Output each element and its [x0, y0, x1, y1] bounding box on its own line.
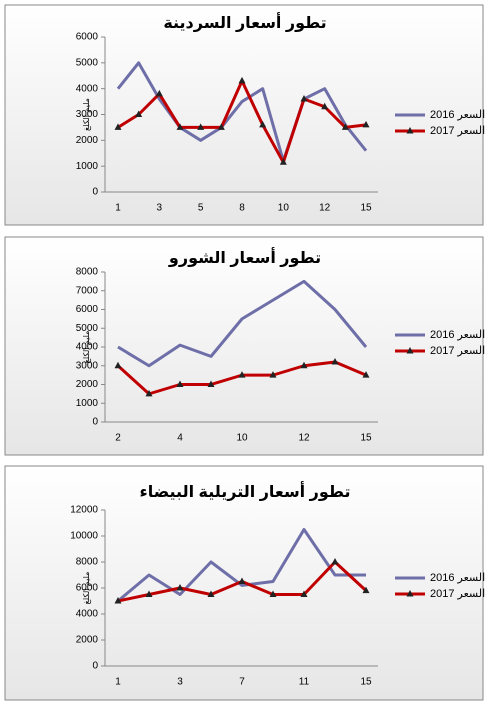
x-tick-label: 2 — [115, 433, 121, 444]
y-tick-label: 2000 — [76, 635, 99, 646]
marker — [259, 120, 267, 128]
series-line — [117, 279, 368, 368]
y-tick-label: 6000 — [76, 32, 99, 43]
legend-label: السعر 2017 — [430, 125, 485, 137]
legend-label: السعر 2016 — [430, 329, 485, 341]
marker — [362, 120, 370, 128]
chart-title: تطور أسعار التريلية البيضاء — [140, 481, 351, 501]
marker — [269, 590, 277, 597]
legend-label: السعر 2016 — [430, 109, 485, 121]
marker — [207, 380, 215, 387]
y-tick-label: 5000 — [76, 323, 99, 334]
y-axis-label: مليم الكلغ — [82, 98, 91, 131]
y-tick-label: 12000 — [70, 505, 98, 516]
y-tick-label: 1000 — [76, 161, 99, 172]
x-tick-label: 15 — [360, 433, 372, 444]
marker — [300, 361, 308, 369]
marker — [197, 123, 205, 130]
legend-marker — [406, 347, 414, 354]
y-tick-label: 6000 — [76, 304, 99, 315]
x-tick-label: 11 — [299, 677, 310, 688]
marker — [238, 371, 246, 378]
marker — [300, 95, 308, 102]
y-tick-label: 0 — [92, 661, 98, 672]
marker — [279, 158, 287, 165]
marker — [207, 590, 215, 597]
x-tick-label: 12 — [298, 433, 310, 444]
x-tick-label: 3 — [157, 203, 163, 214]
chart-title: تطور أسعار الشورو — [168, 247, 321, 267]
y-axis-label: مليم الكلغ — [82, 572, 91, 605]
marker — [145, 590, 153, 597]
y-tick-label: 3000 — [76, 109, 99, 120]
legend-marker — [406, 127, 414, 134]
x-tick-label: 7 — [239, 677, 245, 688]
marker — [135, 110, 143, 117]
marker — [300, 590, 308, 597]
y-tick-label: 5000 — [76, 57, 99, 68]
y-tick-label: 8000 — [76, 557, 99, 568]
y-tick-label: 2000 — [76, 135, 99, 146]
marker — [362, 586, 370, 594]
marker — [176, 123, 184, 130]
x-tick-label: 1 — [115, 677, 121, 688]
legend-label: السعر 2017 — [430, 345, 485, 357]
marker — [145, 389, 153, 397]
x-tick-label: 10 — [278, 203, 290, 214]
y-tick-label: 3000 — [76, 360, 99, 371]
legend-marker — [406, 590, 414, 597]
marker — [114, 361, 122, 369]
y-tick-label: 0 — [92, 417, 98, 428]
marker — [114, 597, 122, 604]
y-tick-label: 0 — [92, 187, 98, 198]
y-tick-label: 8000 — [76, 267, 99, 278]
x-tick-label: 10 — [236, 433, 248, 444]
marker — [176, 584, 184, 591]
series-line — [116, 61, 368, 163]
legend-label: السعر 2017 — [430, 588, 485, 600]
panel — [4, 236, 484, 456]
x-tick-label: 15 — [360, 677, 372, 688]
chart-title: تطور أسعار السردينة — [163, 12, 326, 32]
y-axis-label: مليم الكلغ — [82, 331, 91, 364]
series-line — [117, 528, 366, 603]
marker — [341, 123, 349, 130]
x-tick-label: 3 — [177, 677, 183, 688]
marker — [331, 358, 339, 365]
y-tick-label: 10000 — [70, 531, 98, 542]
y-tick-label: 4000 — [76, 609, 99, 620]
x-tick-label: 1 — [115, 203, 121, 214]
y-tick-label: 6000 — [76, 583, 99, 594]
y-tick-label: 1000 — [76, 398, 99, 409]
x-tick-label: 5 — [198, 203, 204, 214]
y-tick-label: 4000 — [76, 83, 99, 94]
marker — [321, 102, 329, 110]
y-tick-label: 4000 — [76, 342, 99, 353]
marker — [331, 558, 339, 565]
marker — [176, 380, 184, 387]
marker — [238, 76, 246, 84]
marker — [269, 371, 277, 378]
y-tick-label: 2000 — [76, 379, 99, 390]
marker — [217, 123, 225, 130]
legend-label: السعر 2016 — [430, 572, 485, 584]
x-tick-label: 15 — [360, 203, 372, 214]
marker — [362, 371, 370, 378]
x-tick-label: 12 — [319, 203, 331, 214]
y-tick-label: 7000 — [76, 285, 99, 296]
marker — [155, 89, 163, 97]
marker — [114, 123, 122, 130]
x-tick-label: 4 — [177, 433, 183, 444]
marker — [238, 577, 246, 584]
x-tick-label: 8 — [239, 203, 245, 214]
